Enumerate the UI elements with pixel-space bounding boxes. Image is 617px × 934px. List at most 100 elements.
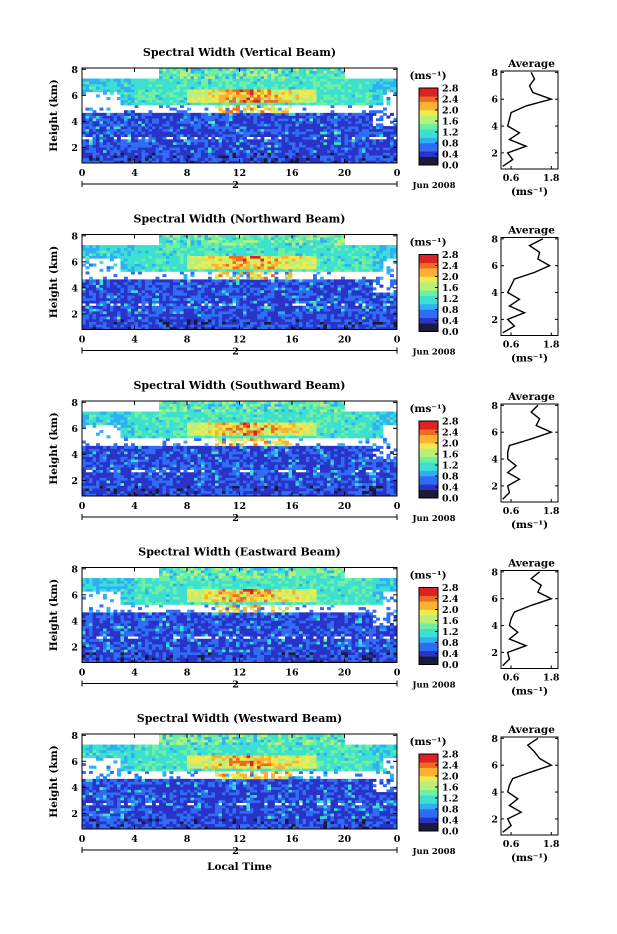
heatmap-cell [292, 295, 296, 298]
heatmap-cell [278, 100, 282, 103]
heatmap-cell [145, 322, 149, 325]
heatmap-cell [261, 322, 265, 325]
heatmap-cell [107, 253, 111, 256]
heatmap-cell [117, 116, 121, 119]
heatmap-cell [205, 147, 209, 150]
heatmap-cell [292, 79, 296, 82]
heatmap-cell [383, 152, 387, 155]
heatmap-cell [117, 290, 121, 293]
heatmap-cell [194, 298, 198, 301]
heatmap-cell [135, 150, 139, 153]
heatmap-cell [117, 245, 121, 248]
heatmap-cell [180, 155, 184, 158]
heatmap-cell [89, 131, 93, 134]
heatmap-cell [229, 129, 233, 132]
heatmap-cell [107, 316, 111, 319]
heatmap-cell [264, 158, 268, 161]
heatmap-cell [149, 113, 153, 116]
heatmap-cell [243, 89, 247, 92]
heatmap-cell [310, 261, 314, 264]
heatmap-cell [243, 237, 247, 240]
heatmap-cell [345, 131, 349, 134]
heatmap-cell [212, 264, 216, 267]
heatmap-cell [355, 139, 359, 142]
heatmap-cell [124, 314, 128, 317]
heatmap-cell [254, 121, 258, 124]
heatmap-cell [215, 152, 219, 155]
heatmap-cell [341, 94, 345, 97]
heatmap-cell [303, 324, 307, 327]
heatmap-cell [261, 92, 265, 95]
heatmap-cell [114, 300, 118, 303]
heatmap-cell [96, 152, 100, 155]
heatmap-cell [107, 134, 111, 137]
heatmap-cell [159, 287, 163, 290]
heatmap-cell [310, 134, 314, 137]
heatmap-cell [338, 94, 342, 97]
heatmap-cell [138, 118, 142, 121]
heatmap-cell [247, 105, 251, 108]
heatmap-cell [229, 248, 233, 251]
heatmap-cell [341, 102, 345, 105]
heatmap-cell [96, 324, 100, 327]
heatmap-cell [327, 79, 331, 82]
heatmap-cell [303, 126, 307, 129]
heatmap-cell [229, 308, 233, 311]
heatmap-cell [131, 300, 135, 303]
heatmap-cell [163, 311, 167, 314]
heatmap-cell [261, 311, 265, 314]
heatmap-cell [121, 290, 125, 293]
heatmap-cell [117, 150, 121, 153]
heatmap-cell [121, 279, 125, 282]
heatmap-cell [282, 129, 286, 132]
heatmap-cell [226, 100, 230, 103]
heatmap-cell [215, 123, 219, 126]
heatmap-cell [135, 134, 139, 137]
heatmap-cell [296, 73, 300, 76]
heatmap-cell [236, 279, 240, 282]
heatmap-cell [327, 134, 331, 137]
heatmap-cell [292, 269, 296, 272]
heatmap-cell [121, 298, 125, 301]
heatmap-cell [352, 152, 356, 155]
heatmap-cell [289, 264, 293, 267]
heatmap-cell [121, 250, 125, 253]
heatmap-cell [177, 290, 181, 293]
heatmap-cell [341, 129, 345, 132]
heatmap-cell [338, 86, 342, 89]
heatmap-cell [303, 285, 307, 288]
heatmap-cell [390, 139, 394, 142]
heatmap-cell [355, 142, 359, 145]
heatmap-cell [103, 152, 107, 155]
heatmap-cell [201, 324, 205, 327]
heatmap-cell [278, 142, 282, 145]
heatmap-cell [163, 121, 167, 124]
heatmap-cell [271, 86, 275, 89]
heatmap-cell [149, 290, 153, 293]
heatmap-cell [135, 131, 139, 134]
heatmap-cell [96, 150, 100, 153]
heatmap-cell [233, 274, 237, 277]
heatmap-cell [243, 137, 247, 140]
heatmap-cell [219, 108, 223, 111]
heatmap-cell [306, 319, 310, 322]
heatmap-cell [229, 81, 233, 84]
heatmap-cell [313, 158, 317, 161]
heatmap-cell [128, 118, 132, 121]
heatmap-cell [142, 306, 146, 309]
heatmap-cell [128, 287, 132, 290]
heatmap-cell [142, 113, 146, 116]
heatmap-cell [212, 300, 216, 303]
heatmap-cell [166, 319, 170, 322]
heatmap-cell [261, 306, 265, 309]
heatmap-cell [240, 150, 244, 153]
heatmap-cell [264, 277, 268, 280]
heatmap-cell [376, 129, 380, 132]
x-tick-label: 4 [131, 168, 138, 179]
heatmap-cell [184, 97, 188, 100]
heatmap-cell [226, 308, 230, 311]
heatmap-cell [173, 126, 177, 129]
heatmap-cell [243, 147, 247, 150]
heatmap-cell [191, 266, 195, 269]
heatmap-cell [152, 152, 156, 155]
